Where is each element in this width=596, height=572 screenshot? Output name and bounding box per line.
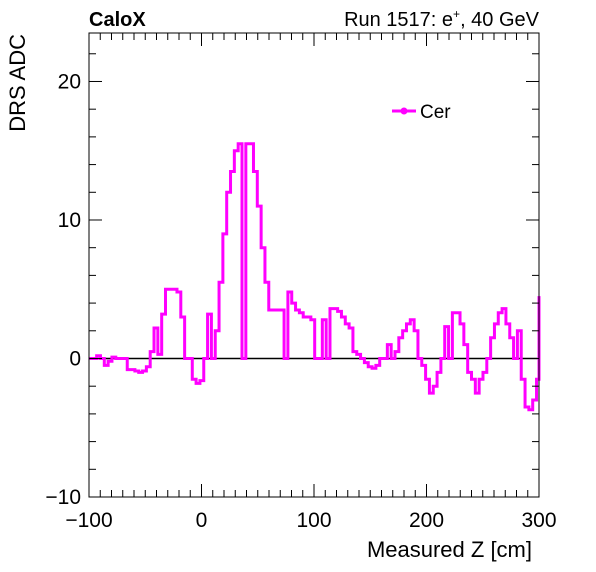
run-suffix: , 40 GeV — [460, 9, 540, 31]
legend-marker-cer — [400, 107, 408, 115]
histogram-series-group — [89, 142, 541, 412]
x-tick-label: 0 — [196, 509, 208, 532]
run-superscript: + — [453, 7, 460, 21]
x-tick-label: −100 — [65, 509, 112, 532]
y-tick-label: 0 — [69, 347, 81, 370]
legend: Cer — [392, 102, 451, 123]
run-prefix: Run 1517: e — [344, 9, 453, 31]
y-axis-title: DRS ADC — [5, 34, 30, 132]
y-tick-label: −10 — [45, 486, 81, 509]
series-line-cer — [89, 142, 541, 412]
x-axis-title: Measured Z [cm] — [367, 537, 532, 562]
x-tick-label: 300 — [521, 509, 556, 532]
x-tick-label: 200 — [409, 509, 444, 532]
run-label: Run 1517: e+, 40 GeV — [344, 7, 540, 31]
y-tick-label: 20 — [58, 70, 81, 93]
y-tick-label: 10 — [58, 209, 81, 232]
experiment-label: CaloX — [89, 9, 146, 31]
x-tick-label: 100 — [296, 509, 331, 532]
legend-label-cer: Cer — [420, 102, 451, 123]
